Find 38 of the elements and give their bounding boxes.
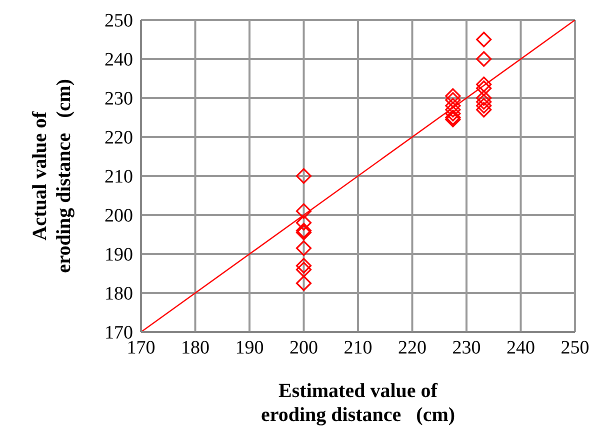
point [476,90,492,106]
point [296,215,312,231]
point [476,80,492,96]
point [296,258,312,274]
point [296,168,312,184]
point [476,76,492,92]
x-tick-label: 220 [398,337,426,358]
point [296,275,312,292]
x-tick-label: 200 [290,337,318,358]
x-tick-label: 240 [506,337,535,358]
point [296,262,312,278]
y-tick-label: 220 [104,128,133,149]
point [445,88,461,104]
point [445,106,461,122]
y-tick-label: 200 [104,206,133,227]
point [445,92,461,108]
point [445,98,461,114]
y-tick-label: 210 [104,166,133,188]
point [476,94,492,110]
y-tick-label: 240 [104,50,133,71]
point [476,32,492,48]
y-tick-label: 230 [104,88,133,110]
y-axis-title: Actual value of eroding distance (cm) [29,78,75,274]
y-tick-label: 190 [104,244,133,266]
point [476,102,492,118]
x-tick-label: 210 [344,337,372,358]
point [296,203,312,219]
point [296,240,312,256]
point [476,51,492,67]
x-tick-label: 230 [452,337,481,358]
x-tick-label: 190 [235,337,264,358]
x-tick-label: 250 [560,337,590,358]
point [476,98,492,114]
y-tick-label: 180 [104,284,133,305]
y-tick-label: 250 [104,10,133,32]
point [445,102,461,118]
x-axis-title: Estimated value of eroding distance (cm) [260,380,456,426]
x-tick-label: 180 [181,337,210,358]
